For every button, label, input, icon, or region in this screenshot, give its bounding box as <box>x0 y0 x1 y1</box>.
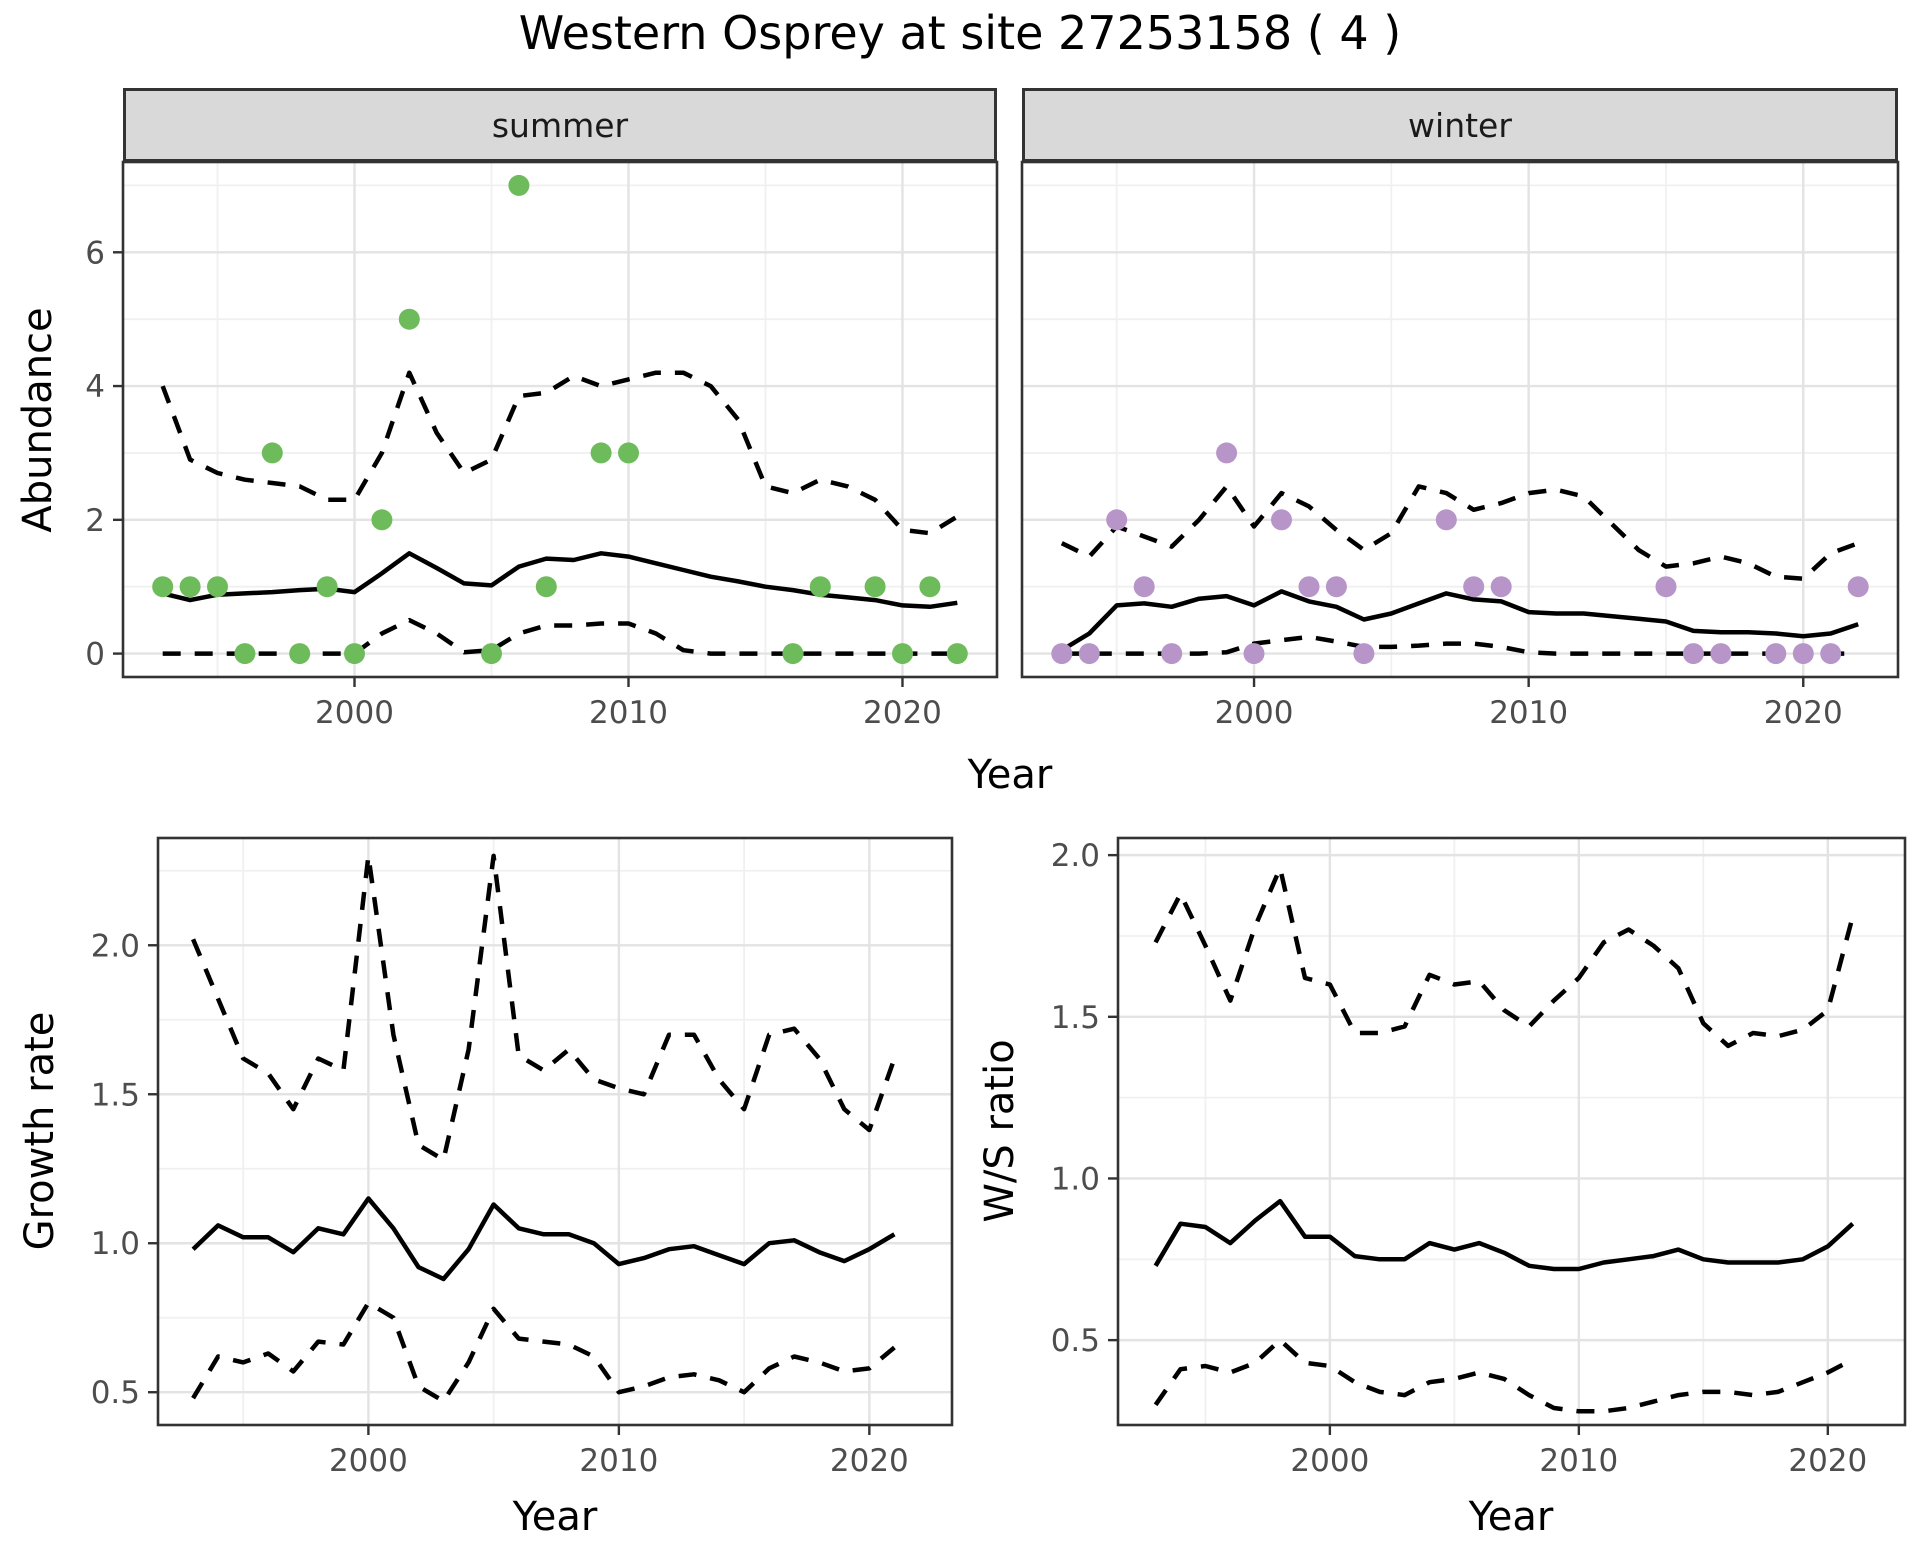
svg-text:6: 6 <box>85 235 105 271</box>
svg-text:2020: 2020 <box>1788 1443 1867 1479</box>
svg-text:2000: 2000 <box>315 695 394 731</box>
svg-text:2020: 2020 <box>830 1443 909 1479</box>
svg-text:2020: 2020 <box>863 695 942 731</box>
y-axis-label-growth-rate: Growth rate <box>17 1011 63 1251</box>
x-axis-label-year-top: Year <box>967 752 1053 798</box>
svg-text:2020: 2020 <box>1764 695 1843 731</box>
plot-title: Western Osprey at site 27253158 ( 4 ) <box>518 6 1402 60</box>
y-axis-label-abundance: Abundance <box>15 307 61 533</box>
svg-text:4: 4 <box>85 369 105 405</box>
svg-text:0: 0 <box>85 637 105 673</box>
x-axis-label-year-ws: Year <box>1468 1494 1554 1540</box>
svg-text:2010: 2010 <box>1539 1443 1618 1479</box>
svg-text:2: 2 <box>85 503 105 539</box>
facet-strip-winter: winter <box>1022 88 1898 162</box>
svg-text:2010: 2010 <box>1489 695 1568 731</box>
facet-strip-summer-label: summer <box>491 105 629 145</box>
svg-text:2000: 2000 <box>1215 695 1294 731</box>
svg-text:1.5: 1.5 <box>91 1077 140 1113</box>
svg-text:2.0: 2.0 <box>91 928 140 964</box>
facet-strip-winter-label: winter <box>1408 105 1512 145</box>
svg-text:2000: 2000 <box>329 1443 408 1479</box>
x-axis-label-year-growth: Year <box>512 1494 598 1540</box>
svg-text:1.0: 1.0 <box>1051 1161 1100 1197</box>
facet-strip-summer: summer <box>123 88 997 162</box>
svg-text:0.5: 0.5 <box>91 1375 140 1411</box>
svg-text:0.5: 0.5 <box>1051 1323 1100 1359</box>
svg-text:2000: 2000 <box>1290 1443 1369 1479</box>
y-axis-label-ws-ratio: W/S ratio <box>977 1039 1023 1223</box>
svg-text:2010: 2010 <box>579 1443 658 1479</box>
svg-text:2.0: 2.0 <box>1051 838 1100 874</box>
svg-text:1.0: 1.0 <box>91 1226 140 1262</box>
svg-text:2010: 2010 <box>589 695 668 731</box>
svg-text:1.5: 1.5 <box>1051 1000 1100 1036</box>
